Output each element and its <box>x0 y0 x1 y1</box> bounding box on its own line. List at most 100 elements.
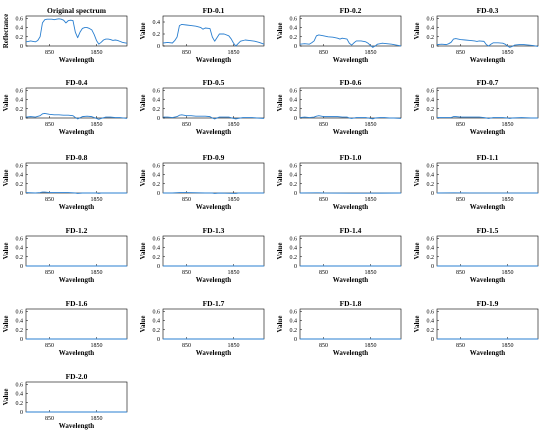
x-tick-label: 1850 <box>364 50 376 56</box>
y-tick-label: 0.4 <box>290 173 298 179</box>
axes-frame <box>299 87 402 119</box>
series-line <box>436 38 539 48</box>
x-axis-label: Wavelength <box>59 203 94 211</box>
subplot-title: FD-2.0 <box>66 372 88 381</box>
y-tick-label: 0.6 <box>153 236 161 242</box>
y-tick-label: 0.6 <box>427 16 435 22</box>
y-tick-label: 0.4 <box>16 173 24 179</box>
x-tick-label: 1850 <box>227 270 239 276</box>
subplot-title: FD-1.6 <box>66 299 88 308</box>
y-tick-label: 0 <box>20 337 23 343</box>
y-tick-label: 0.2 <box>427 107 435 113</box>
axes-frame <box>25 162 128 194</box>
y-tick-label: 0.6 <box>16 236 24 242</box>
y-axis-label: Value <box>2 316 10 333</box>
y-tick-label: 0 <box>431 44 434 50</box>
axes-frame <box>162 15 265 47</box>
series-line <box>162 23 265 47</box>
y-tick-label: 0.6 <box>16 88 24 94</box>
subplot-title: Original spectrum <box>47 6 107 15</box>
x-tick-label: 1850 <box>227 197 239 203</box>
series-line <box>25 18 128 45</box>
subplot-title: FD-0.6 <box>340 78 362 87</box>
x-axis-label: Wavelength <box>470 276 505 284</box>
y-tick-label: 0.2 <box>427 328 435 334</box>
x-tick-label: 850 <box>182 197 191 203</box>
y-tick-label: 0.4 <box>290 98 298 104</box>
series-line <box>163 114 265 120</box>
series-line <box>163 192 264 194</box>
x-axis-label: Wavelength <box>196 128 231 136</box>
x-tick-label: 850 <box>182 270 191 276</box>
y-tick-label: 0.4 <box>16 246 24 252</box>
y-axis-label: Reflectance <box>2 14 10 49</box>
y-tick-label: 0 <box>157 337 160 343</box>
subplot-title: FD-0.7 <box>477 78 499 87</box>
axes-frame <box>162 162 265 194</box>
axes-frame <box>299 15 402 47</box>
y-axis-label: Value <box>2 243 10 260</box>
x-tick-label: 850 <box>456 50 465 56</box>
x-tick-label: 850 <box>45 343 54 349</box>
y-tick-label: 0.2 <box>16 35 24 41</box>
y-tick-label: 0 <box>20 410 23 416</box>
x-tick-label: 1850 <box>501 197 513 203</box>
x-axis-label: Wavelength <box>196 56 231 64</box>
axes-frame <box>436 87 539 119</box>
x-tick-label: 1850 <box>90 197 102 203</box>
axes-frame <box>299 162 402 194</box>
y-tick-label: 0.2 <box>153 255 161 261</box>
axes-frame <box>162 308 265 340</box>
y-tick-label: 0 <box>294 44 297 50</box>
y-tick-label: 0.4 <box>290 26 298 32</box>
axes-frame <box>436 15 539 47</box>
x-axis-label: Wavelength <box>333 276 368 284</box>
y-tick-label: 0.4 <box>153 319 161 325</box>
x-tick-label: 850 <box>45 197 54 203</box>
y-axis-label: Value <box>2 389 10 406</box>
y-tick-label: 0.6 <box>16 382 24 388</box>
x-axis-label: Wavelength <box>59 349 94 357</box>
axes-frame <box>25 235 128 267</box>
axes-frame <box>25 308 128 340</box>
y-tick-label: 0.6 <box>427 236 435 242</box>
x-axis-label: Wavelength <box>470 349 505 357</box>
y-axis-label: Value <box>276 95 284 112</box>
y-tick-label: 0.4 <box>153 20 161 26</box>
y-tick-label: 0.4 <box>427 26 435 32</box>
subplot-title: FD-1.0 <box>340 153 362 162</box>
x-tick-label: 1850 <box>90 122 102 128</box>
x-tick-label: 850 <box>182 50 191 56</box>
y-tick-label: 0.2 <box>290 255 298 261</box>
axes-frame <box>436 308 539 340</box>
series-line <box>25 112 128 120</box>
x-tick-label: 1850 <box>501 343 513 349</box>
x-axis-label: Wavelength <box>470 203 505 211</box>
x-tick-label: 850 <box>319 197 328 203</box>
axes-frame <box>25 87 128 119</box>
y-tick-label: 0.4 <box>153 246 161 252</box>
y-axis-label: Value <box>139 170 147 187</box>
x-axis-label: Wavelength <box>470 56 505 64</box>
y-tick-label: 0.2 <box>153 182 161 188</box>
y-tick-label: 0.2 <box>16 328 24 334</box>
x-axis-label: Wavelength <box>59 56 94 64</box>
x-tick-label: 850 <box>45 122 54 128</box>
y-axis-label: Value <box>139 95 147 112</box>
y-axis-label: Value <box>139 316 147 333</box>
subplot-title: FD-0.1 <box>203 6 225 15</box>
y-tick-label: 0 <box>431 264 434 270</box>
axes-frame <box>162 87 265 119</box>
y-axis-label: Value <box>413 23 421 40</box>
series-line <box>437 116 538 119</box>
y-axis-label: Value <box>276 316 284 333</box>
y-tick-label: 0.4 <box>16 392 24 398</box>
